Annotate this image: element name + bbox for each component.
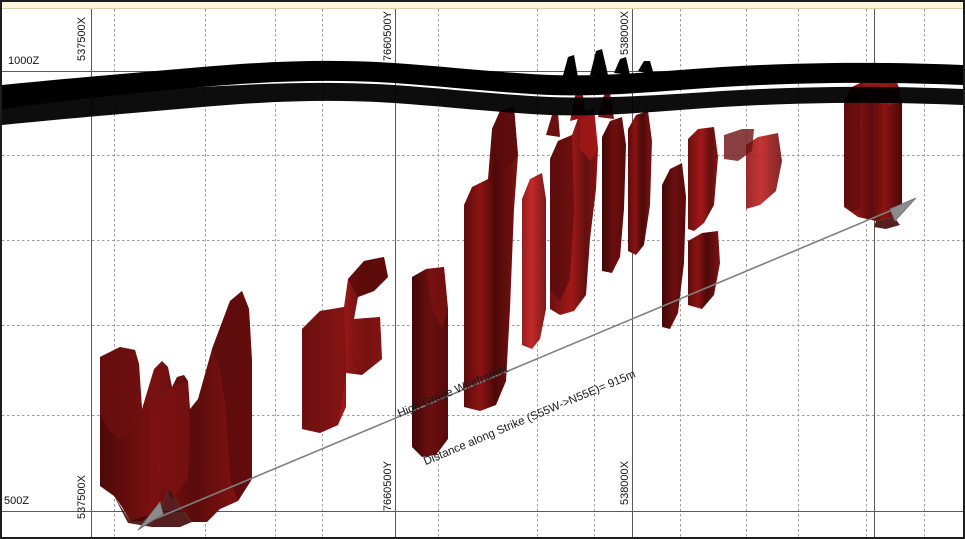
- axis-label-bottom-537500X: 537500X: [76, 475, 88, 520]
- axis-label-bottom-7660500Y: 7660500Y: [382, 461, 394, 512]
- plot-area: High Grade Wireframet Distance along Str…: [2, 9, 963, 537]
- axis-line-right-margin: [874, 9, 875, 537]
- gridline-horizontal-dotted: [2, 155, 963, 156]
- wireframe-body-central-cluster: [464, 89, 652, 411]
- gridline-vertical-dotted: [798, 9, 799, 537]
- topography-band: [2, 49, 963, 125]
- gridline-vertical-dotted: [114, 9, 115, 537]
- gridline-vertical-dotted: [205, 9, 206, 537]
- gridline-vertical-dotted: [746, 9, 747, 537]
- axis-label-bottom-538000X: 538000X: [619, 461, 631, 506]
- axis-line-537500X: [91, 9, 92, 537]
- gridline-vertical-dotted: [866, 9, 867, 537]
- gridline-vertical-dotted: [275, 9, 276, 537]
- strike-arrow: [137, 197, 917, 531]
- gridline-horizontal-dotted: [2, 415, 963, 416]
- wireframe-body-midleft: [302, 257, 388, 433]
- axis-label-top-538000X: 538000X: [619, 11, 631, 56]
- geology-render: [2, 49, 963, 531]
- axis-label-top-537500X: 537500X: [76, 17, 88, 62]
- gridline-vertical-dotted: [322, 9, 323, 537]
- wireframe-body-center-left: [412, 267, 448, 457]
- axis-line-538000X: [632, 9, 633, 537]
- gridline-vertical-dotted: [594, 9, 595, 537]
- axis-label-1000Z: 1000Z: [8, 55, 40, 67]
- axis-label-500Z: 500Z: [4, 495, 30, 507]
- gridline-vertical-dotted: [924, 9, 925, 537]
- window-header-strip: [2, 2, 963, 9]
- axis-line-500Z: [2, 511, 963, 512]
- axis-line-7660500Y: [395, 9, 396, 537]
- wireframe-body-left: [100, 291, 252, 527]
- axis-label-top-7660500Y: 7660500Y: [382, 11, 394, 62]
- wireframe-body-right-lenses: [662, 127, 782, 329]
